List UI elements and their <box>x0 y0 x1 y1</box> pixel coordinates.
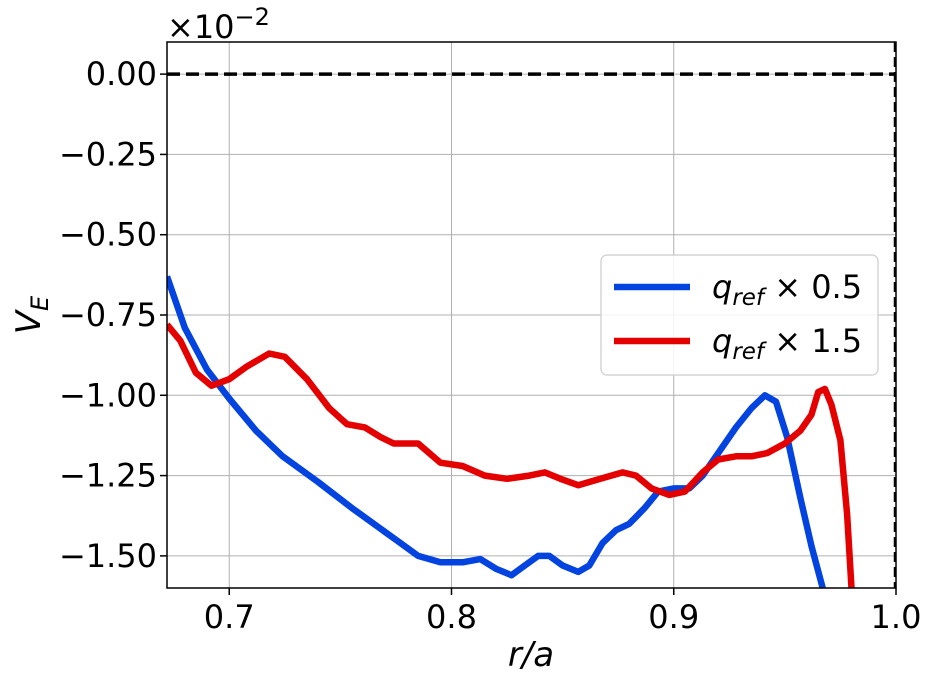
y-offset-text: ×10−2 <box>167 3 270 46</box>
y-tick-label: −1.00 <box>59 376 157 414</box>
y-tick-label: −1.50 <box>59 537 157 575</box>
x-tick-label: 0.9 <box>648 598 699 636</box>
y-tick-label: −0.75 <box>59 296 157 334</box>
reference-lines <box>167 42 896 588</box>
legend-label: qref × 1.5 <box>712 322 862 365</box>
x-axis-label: r/a <box>508 635 554 675</box>
x-tick-label: 0.7 <box>204 598 255 636</box>
legend-label: qref × 0.5 <box>712 268 862 311</box>
y-tick-label: −1.25 <box>59 457 157 495</box>
y-axis-label: VE <box>9 295 54 334</box>
y-tick-label: −0.25 <box>59 135 157 173</box>
x-tick-label: 1.0 <box>871 598 922 636</box>
y-tick-labels: 0.00 −0.25 −0.50 −0.75 −1.00 −1.25 −1.50 <box>59 55 157 575</box>
y-tick-label: −0.50 <box>59 216 157 254</box>
legend: qref × 0.5 qref × 1.5 <box>600 254 879 376</box>
series-lines <box>167 275 855 588</box>
y-tick-label: 0.00 <box>86 55 157 93</box>
series-line <box>167 322 855 588</box>
x-tick-label: 0.8 <box>426 598 477 636</box>
x-tick-labels: 0.7 0.8 0.9 1.0 <box>204 598 922 636</box>
series-line <box>167 275 826 588</box>
axis-ticks <box>160 73 897 595</box>
